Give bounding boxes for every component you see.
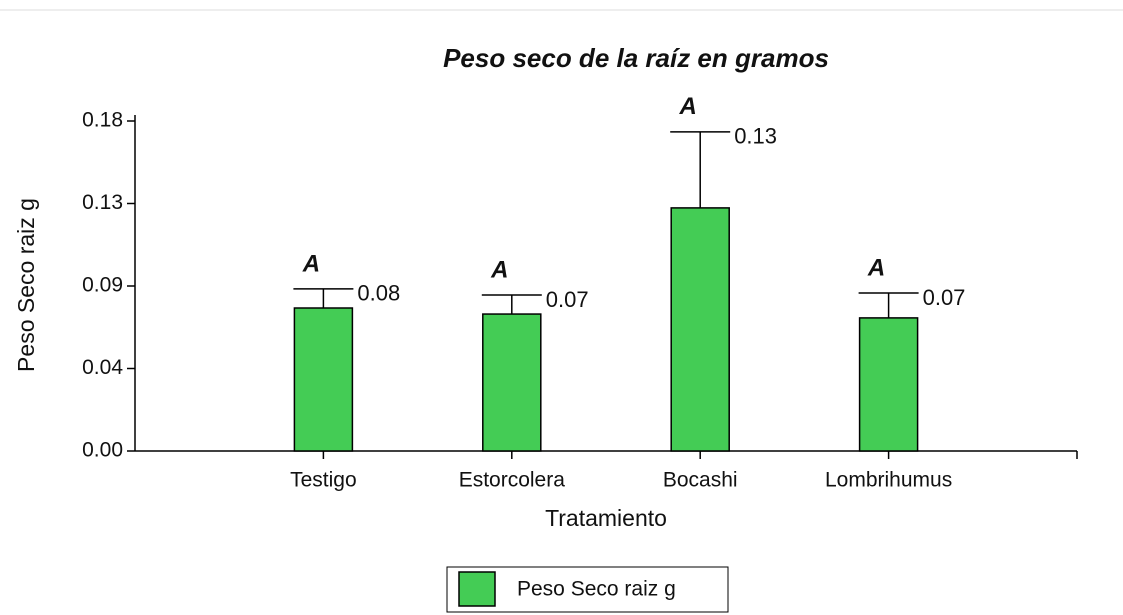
bar xyxy=(858,317,919,452)
bar xyxy=(670,207,730,452)
significance-letter: A xyxy=(490,256,508,283)
x-tick-label: Lombrihumus xyxy=(825,469,952,492)
value-label: 0.07 xyxy=(546,287,589,312)
x-tick-label: Bocashi xyxy=(663,469,738,492)
y-tick-label: 0.09 xyxy=(82,274,123,297)
x-axis-label: Tratamiento xyxy=(545,505,667,531)
legend-swatch xyxy=(458,571,496,607)
legend-label: Peso Seco raiz g xyxy=(517,578,676,601)
y-axis-label: Peso Seco raiz g xyxy=(13,198,39,372)
x-tick-label: Testigo xyxy=(290,469,357,492)
y-tick-label: 0.04 xyxy=(82,356,123,379)
value-label: 0.07 xyxy=(923,285,966,310)
bar xyxy=(482,313,542,452)
significance-letter: A xyxy=(867,254,885,281)
bar xyxy=(293,307,354,452)
y-tick-label: 0.18 xyxy=(82,109,123,132)
x-tick-label: Estorcolera xyxy=(459,469,566,492)
y-tick-label: 0.00 xyxy=(82,439,123,462)
significance-letter: A xyxy=(679,93,697,120)
significance-letter: A xyxy=(302,250,320,277)
value-label: 0.08 xyxy=(357,281,400,306)
y-tick-label: 0.13 xyxy=(82,191,123,214)
chart-title: Peso seco de la raíz en gramos xyxy=(443,43,829,73)
value-label: 0.13 xyxy=(734,124,777,149)
